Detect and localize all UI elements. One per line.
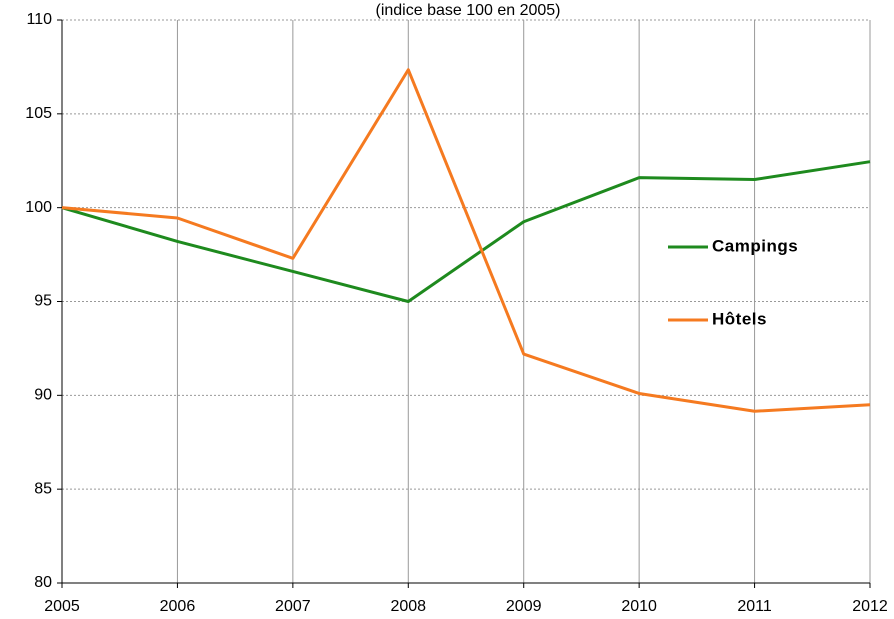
series-line [61,68,871,413]
x-tick-label: 2008 [390,598,426,615]
y-tick-label: 110 [26,11,52,28]
y-tick-label: 80 [34,574,52,591]
x-tick-label: 2005 [44,598,80,615]
x-tick-label: 2011 [737,598,772,615]
legend-label: Campings [712,236,798,255]
y-tick-label: 100 [25,199,52,216]
x-tick-label: 2010 [621,598,657,615]
x-tick-label: 2012 [852,598,888,615]
y-tick-label: 95 [34,293,52,310]
x-tick-label: 2006 [160,598,196,615]
legend-label: Hôtels [712,309,767,328]
x-tick-label: 2009 [506,598,542,615]
series-line [61,160,871,303]
y-tick-label: 85 [34,480,52,497]
chart-subtitle: (indice base 100 en 2005) [375,2,560,19]
y-tick-label: 105 [25,105,52,122]
y-tick-label: 90 [34,387,52,404]
x-tick-label: 2007 [275,598,311,615]
